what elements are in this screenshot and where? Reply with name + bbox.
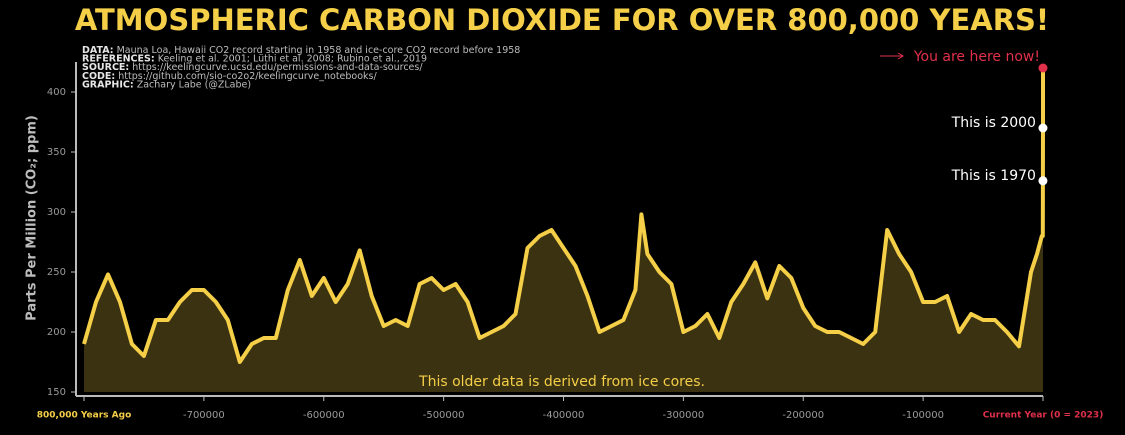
note-key: DATA: xyxy=(82,45,114,56)
y-axis-label: Parts Per Million (CO₂; ppm) xyxy=(25,115,40,321)
note: REFERENCES: Keeling et al. 2001; Lüthi e… xyxy=(82,53,427,64)
footnote: This older data is derived from ice core… xyxy=(418,374,705,390)
x-tick-label: -300000 xyxy=(662,410,704,421)
note-text: https://keelingcurve.ucsd.edu/permission… xyxy=(132,62,423,73)
y-tick-label: 300 xyxy=(47,207,66,218)
y-tick-label: 150 xyxy=(47,387,66,398)
x-tick-label: 800,000 Years Ago xyxy=(37,411,132,421)
x-tick-label: -100000 xyxy=(902,410,944,421)
chart-title: ATMOSPHERIC CARBON DIOXIDE FOR OVER 800,… xyxy=(75,3,1049,37)
y-tick-label: 200 xyxy=(47,327,66,338)
line xyxy=(82,68,1045,364)
x-tick-label: -500000 xyxy=(423,410,465,421)
y-tick-label: 250 xyxy=(47,267,66,278)
arrow-head xyxy=(897,52,904,60)
note: GRAPHIC: Zachary Labe (@ZLabe) xyxy=(82,79,251,90)
note-key: GRAPHIC: xyxy=(82,79,134,90)
x-tick-label: Current Year (0 = 2023) xyxy=(983,411,1104,421)
y-tick-label: 400 xyxy=(47,87,66,98)
x-tick-label: -700000 xyxy=(183,410,225,421)
highlight-point xyxy=(1038,63,1048,73)
highlight-point xyxy=(1038,123,1048,133)
note-text: Mauna Loa, Hawaii CO2 record starting in… xyxy=(117,45,521,56)
note: SOURCE: https://keelingcurve.ucsd.edu/pe… xyxy=(82,62,423,73)
x-tick-label: -600000 xyxy=(303,410,345,421)
annotation: This is 2000 xyxy=(951,115,1036,131)
annotation: This is 1970 xyxy=(951,168,1036,184)
note-key: CODE: xyxy=(82,70,115,81)
note-text: Zachary Labe (@ZLabe) xyxy=(137,79,251,90)
note: DATA: Mauna Loa, Hawaii CO2 record start… xyxy=(82,45,520,56)
y-tick-label: 350 xyxy=(47,147,66,158)
x-tick-label: -200000 xyxy=(782,410,824,421)
annotation: You are here now! xyxy=(913,49,1040,65)
note-key: SOURCE: xyxy=(82,62,129,73)
note-text: Keeling et al. 2001; Lüthi et al. 2008; … xyxy=(158,53,427,64)
note-text: https://github.com/sio-co2o2/keelingcurv… xyxy=(118,70,377,81)
note: CODE: https://github.com/sio-co2o2/keeli… xyxy=(82,70,377,81)
x-tick-label: -400000 xyxy=(543,410,585,421)
highlight-point xyxy=(1038,176,1048,186)
note-key: REFERENCES: xyxy=(82,53,155,64)
